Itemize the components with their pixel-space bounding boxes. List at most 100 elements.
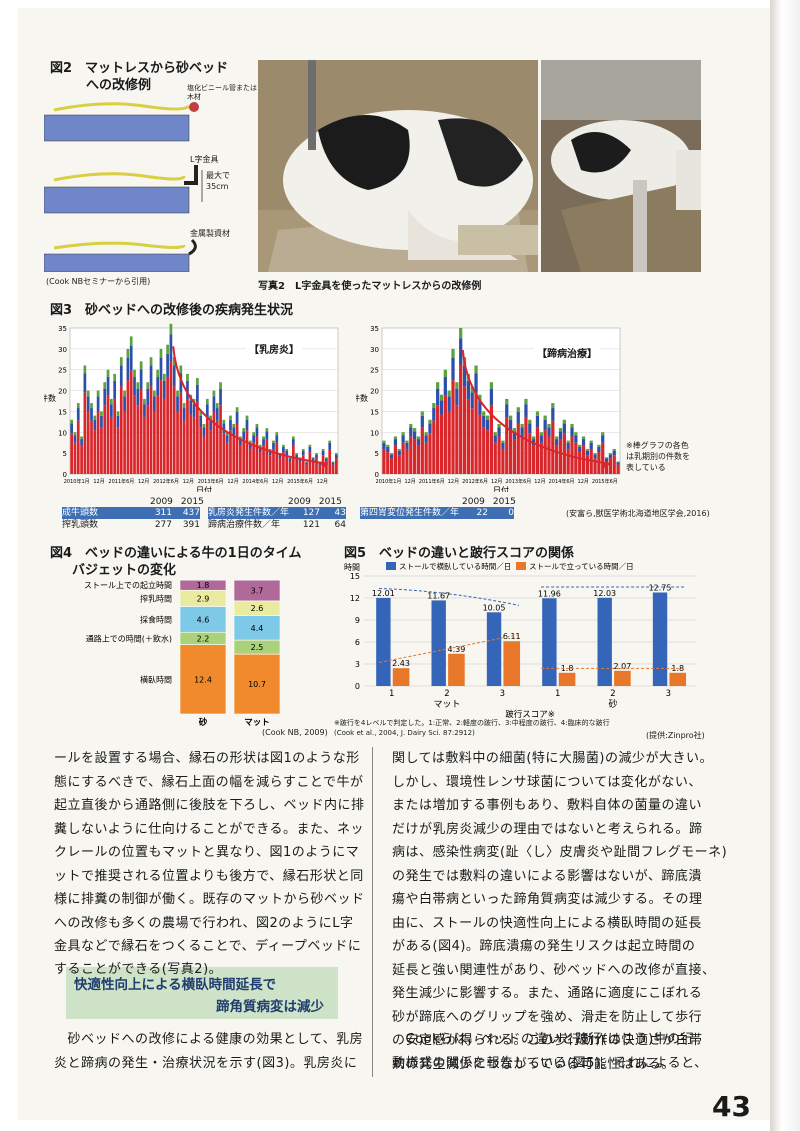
bar-segment (295, 458, 298, 474)
bar-segment (543, 415, 547, 420)
bar-segment (252, 432, 255, 436)
x-tick-label: 2010年1月 (376, 478, 402, 485)
stack-segment (179, 606, 227, 633)
bar-segment (182, 408, 186, 421)
bar-segment (512, 439, 517, 474)
bar-segment (447, 411, 451, 474)
bar-segment (616, 462, 620, 465)
bar-segment (539, 432, 543, 436)
bar-segment (451, 380, 455, 474)
bar-segment (459, 364, 463, 474)
bar-segment (382, 448, 386, 474)
bar-segment (331, 461, 335, 463)
bar-segment (311, 461, 315, 474)
trend-arrow (461, 349, 611, 465)
y-tick-label: 30 (370, 346, 379, 354)
bar-segment (493, 435, 497, 443)
legend-label: ストール上での起立時間 (84, 580, 172, 590)
bar-segment (535, 415, 540, 428)
bar-segment (196, 402, 199, 474)
bar-segment (278, 454, 282, 459)
bar-segment (186, 373, 189, 381)
bar-segment (439, 394, 444, 401)
cow-line-3 (53, 241, 186, 250)
bar-segment (570, 423, 574, 428)
bar-segment (570, 436, 574, 474)
bar-segment (255, 436, 259, 474)
x-tick-label: 2014年6月 (549, 478, 575, 485)
bar-segment (311, 458, 315, 462)
bar-segment (285, 450, 289, 456)
bar-segment (265, 439, 269, 474)
bar-segment (409, 436, 413, 474)
column-divider (372, 747, 373, 1077)
bar-segment (149, 365, 153, 387)
grouped-bar (431, 600, 446, 686)
bar-segment (528, 433, 532, 474)
x-tick-label: 1 (389, 689, 394, 699)
bar-segment (612, 455, 616, 474)
bar-segment (186, 380, 189, 399)
bar-segment (520, 423, 524, 428)
bar-segment (86, 411, 90, 474)
bar-segment (80, 436, 83, 440)
body-left-bottom: 砂ベッドへの改修による健康の効果として、乳房 炎と蹄病の発生・治療状況を示す(図3… (54, 1032, 364, 1071)
x-tick-label: 2015年6月 (592, 478, 618, 485)
bar-segment (508, 415, 513, 420)
bar-segment (133, 395, 136, 474)
bar-segment (382, 442, 386, 449)
bar-segment (110, 398, 113, 405)
bar-segment (574, 435, 578, 443)
bar-segment (245, 419, 249, 431)
legend-label: 採食時間 (140, 614, 172, 624)
bar-segment (225, 435, 229, 443)
bar-segment (225, 442, 229, 474)
bar-segment (166, 344, 169, 354)
bar-segment (581, 439, 586, 446)
bar-segment (331, 462, 335, 465)
bar-segment (497, 427, 501, 437)
y-tick-label: 30 (58, 346, 67, 354)
bar-segment (153, 390, 156, 397)
y-tick-label: 0 (355, 682, 360, 691)
bar-segment (83, 365, 87, 374)
bar-segment (489, 382, 494, 389)
bar-segment (597, 446, 601, 453)
bar-value-label: 2.07 (614, 662, 632, 671)
fig3-source: (安富ら,獣医学術北海道地区学会,2016) (566, 509, 710, 518)
bar-segment (156, 395, 160, 474)
bar-segment (581, 436, 586, 440)
segment-value: 3.7 (251, 587, 264, 596)
trend-arrowhead (320, 461, 328, 469)
bar-segment (501, 448, 505, 474)
bar-segment (73, 435, 77, 443)
bar-segment (288, 461, 292, 474)
grouped-bar (376, 597, 391, 686)
bar-segment (123, 411, 126, 474)
bar-segment (83, 392, 87, 474)
bar-segment (321, 448, 325, 451)
bar-segment (574, 442, 578, 474)
time-budget-group: 12.4 2.2 4.6 2.9 1.8 砂 10.7 2.5 4.4 2.6 3.7 マット 横臥時間… (84, 579, 281, 728)
bar-segment (482, 411, 486, 416)
legend-swatch (386, 562, 396, 570)
bar-segment (325, 461, 328, 474)
segment-value: 4.6 (197, 615, 210, 624)
bar-segment (176, 396, 179, 412)
bar-segment (86, 396, 90, 412)
bar-segment (139, 361, 143, 370)
bar-segment (493, 432, 497, 436)
bar-segment (397, 448, 401, 451)
label-size: 最大で35cm (206, 171, 230, 191)
chart-time-budget: 12.4 2.2 4.6 2.9 1.8 砂 10.7 2.5 4.4 2.6 3.7 マット 横臥時間… (84, 579, 281, 728)
bar-segment (566, 448, 570, 474)
bar-segment (516, 407, 520, 412)
x-tick-label: 3 (500, 689, 505, 699)
bar-segment (589, 440, 593, 443)
bar-segment (325, 458, 328, 462)
bar-segment (474, 365, 478, 374)
bar-segment (116, 415, 120, 428)
bar-segment (428, 423, 432, 434)
